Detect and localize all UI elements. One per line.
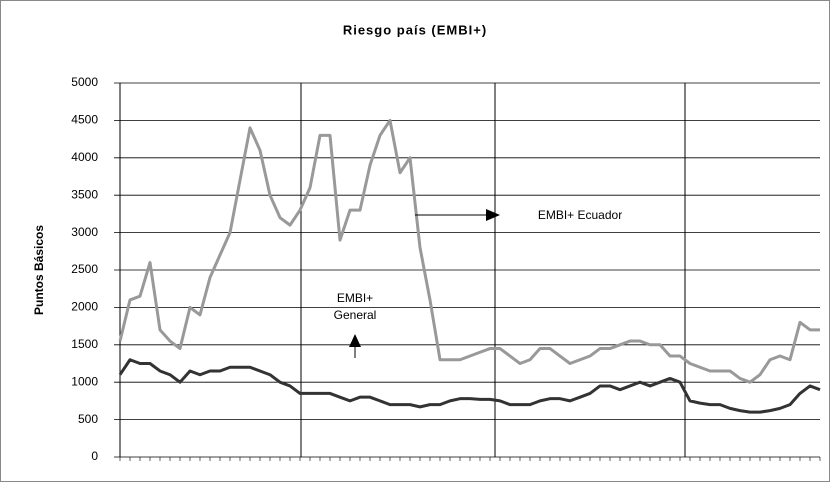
y-tick-label: 4000 <box>71 150 98 164</box>
arrow-head <box>349 334 361 347</box>
y-axis-label: Puntos Básicos <box>32 225 46 315</box>
y-tick-label: 4500 <box>71 113 98 127</box>
y-tick-label: 500 <box>78 412 98 426</box>
grid <box>114 82 821 461</box>
y-tick-label: 0 <box>91 449 98 463</box>
plot <box>118 118 821 414</box>
y-tick-label: 5000 <box>71 75 98 89</box>
series-line <box>118 118 820 384</box>
y-tick-label: 1000 <box>71 374 98 388</box>
y-tick-label: 3500 <box>71 187 98 201</box>
arrow-head <box>486 209 500 221</box>
y-tick-label: 2500 <box>71 262 98 276</box>
series-line <box>118 358 821 414</box>
annotation: EMBI+ Ecuador <box>538 208 622 222</box>
annotation: General <box>334 308 377 322</box>
chart-title: Riesgo país (EMBI+) <box>343 22 487 37</box>
y-tick-label: 2000 <box>71 300 98 314</box>
y-tick-label: 3000 <box>71 225 98 239</box>
y-tick-label: 1500 <box>71 337 98 351</box>
annotation: EMBI+ <box>337 291 373 305</box>
